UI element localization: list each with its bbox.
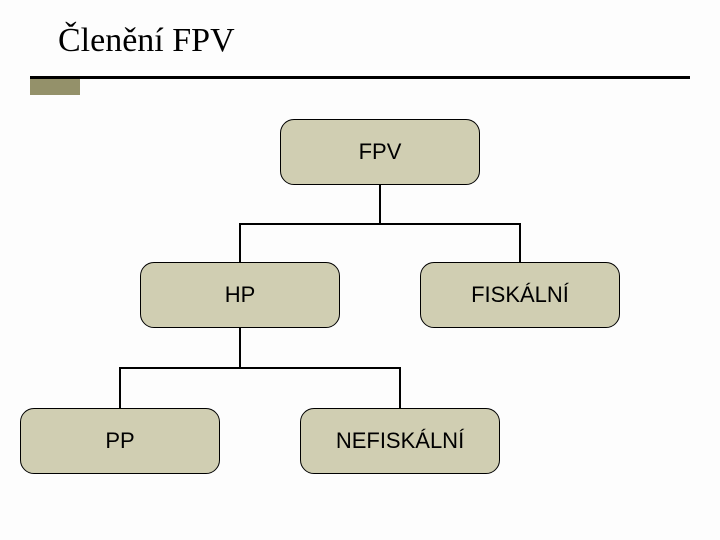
connector-segment	[239, 223, 521, 225]
title-accent-block	[30, 79, 80, 95]
connector-segment	[379, 185, 381, 224]
connector-segment	[119, 368, 121, 408]
page-title: Členění FPV	[58, 22, 235, 60]
title-underline	[30, 76, 690, 79]
node-label: FISKÁLNÍ	[471, 282, 569, 308]
connector-segment	[519, 224, 521, 262]
node-nefiskalni: NEFISKÁLNÍ	[300, 408, 500, 474]
connector-segment	[399, 368, 401, 408]
node-label: PP	[105, 428, 134, 454]
node-hp: HP	[140, 262, 340, 328]
connector-segment	[239, 224, 241, 262]
connector-segment	[119, 367, 401, 369]
node-label: NEFISKÁLNÍ	[336, 428, 464, 454]
connector-segment	[239, 328, 241, 368]
node-label: FPV	[359, 139, 402, 165]
node-fpv: FPV	[280, 119, 480, 185]
node-label: HP	[225, 282, 256, 308]
node-pp: PP	[20, 408, 220, 474]
node-fiskalni: FISKÁLNÍ	[420, 262, 620, 328]
